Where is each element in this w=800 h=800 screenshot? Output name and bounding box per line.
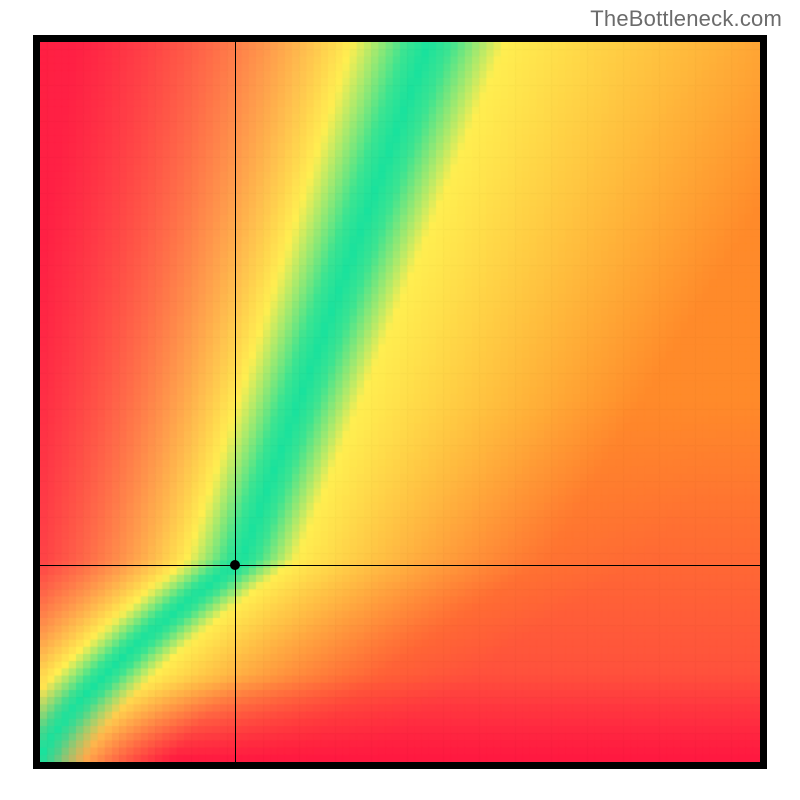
bottleneck-heatmap <box>40 42 760 762</box>
watermark-text: TheBottleneck.com <box>590 6 782 32</box>
crosshair-vertical <box>235 42 236 762</box>
crosshair-horizontal <box>40 565 760 566</box>
